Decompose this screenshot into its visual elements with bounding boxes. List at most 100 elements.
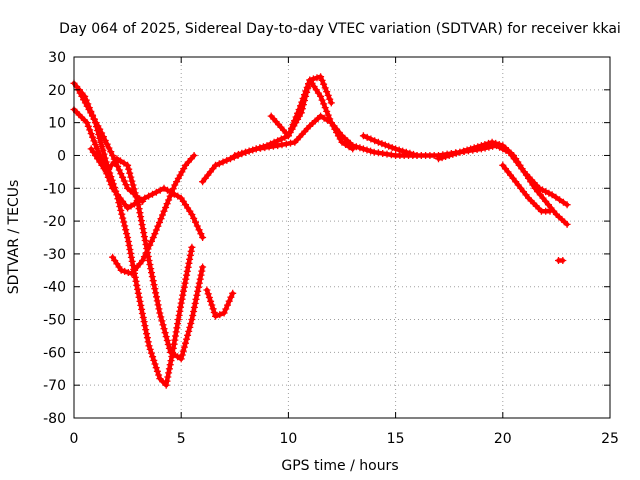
data-point bbox=[182, 339, 189, 347]
data-point bbox=[274, 142, 282, 150]
series-arc-h bbox=[231, 112, 421, 159]
data-point bbox=[223, 156, 231, 164]
data-point bbox=[91, 141, 99, 148]
data-point bbox=[318, 76, 326, 84]
x-tick-label: 0 bbox=[70, 431, 79, 447]
data-point bbox=[156, 309, 164, 317]
data-point bbox=[153, 293, 160, 301]
data-point bbox=[188, 316, 196, 323]
y-tick-label: -50 bbox=[43, 313, 66, 329]
data-point bbox=[465, 147, 472, 155]
data-point bbox=[192, 295, 200, 303]
data-point bbox=[452, 149, 460, 157]
data-point bbox=[327, 99, 335, 107]
data-point bbox=[172, 332, 179, 340]
data-point bbox=[305, 80, 313, 88]
data-point bbox=[180, 283, 188, 291]
data-point bbox=[212, 161, 219, 169]
data-point bbox=[146, 345, 154, 353]
series-line bbox=[232, 113, 420, 158]
data-point bbox=[205, 294, 213, 301]
data-point bbox=[349, 142, 357, 150]
data-point bbox=[122, 226, 130, 234]
data-point bbox=[277, 135, 285, 143]
data-point bbox=[383, 150, 391, 158]
data-point bbox=[120, 177, 128, 185]
data-point bbox=[187, 320, 195, 327]
y-tick-label: -40 bbox=[43, 280, 66, 296]
data-point bbox=[402, 148, 410, 156]
data-point bbox=[321, 84, 329, 92]
data-point bbox=[125, 242, 133, 249]
data-point bbox=[156, 375, 164, 383]
data-point bbox=[219, 158, 227, 166]
data-point bbox=[144, 338, 152, 346]
data-point bbox=[242, 148, 249, 156]
data-point bbox=[118, 210, 126, 218]
data-point bbox=[212, 312, 219, 320]
data-point bbox=[138, 305, 146, 313]
data-point bbox=[304, 84, 312, 92]
data-point bbox=[140, 253, 148, 261]
data-point bbox=[148, 237, 155, 245]
data-point bbox=[176, 307, 184, 315]
data-point bbox=[546, 207, 554, 215]
data-point bbox=[140, 233, 148, 241]
data-point bbox=[297, 109, 305, 117]
data-point bbox=[128, 257, 136, 265]
y-tick-label: -70 bbox=[43, 378, 66, 394]
data-point bbox=[303, 88, 311, 96]
y-tick-label: 10 bbox=[48, 116, 66, 132]
data-point bbox=[121, 267, 129, 275]
data-point bbox=[135, 205, 143, 213]
data-point bbox=[143, 330, 151, 338]
data-point bbox=[229, 289, 237, 297]
data-point bbox=[159, 211, 166, 219]
data-point bbox=[139, 257, 147, 264]
data-point bbox=[119, 214, 127, 222]
data-point bbox=[190, 152, 198, 159]
data-point bbox=[207, 297, 215, 305]
data-point bbox=[166, 192, 174, 200]
grid-layer bbox=[74, 57, 610, 418]
data-point bbox=[188, 211, 196, 218]
y-tick-label: 0 bbox=[57, 148, 66, 164]
data-point bbox=[359, 132, 367, 140]
data-point bbox=[120, 218, 128, 226]
data-point bbox=[317, 92, 325, 100]
data-point bbox=[152, 364, 160, 372]
data-point bbox=[174, 320, 182, 328]
data-point bbox=[148, 269, 155, 277]
data-point bbox=[121, 222, 129, 230]
data-point bbox=[190, 303, 198, 311]
data-point bbox=[157, 215, 165, 223]
data-point bbox=[198, 267, 206, 275]
data-point bbox=[449, 150, 457, 158]
data-point bbox=[145, 192, 153, 200]
data-point bbox=[84, 122, 92, 130]
series-layer bbox=[70, 73, 571, 389]
data-point bbox=[123, 230, 131, 238]
x-tick-label: 15 bbox=[387, 431, 405, 447]
data-point bbox=[199, 263, 207, 271]
data-point bbox=[124, 161, 132, 169]
plot-frame bbox=[73, 56, 611, 419]
data-point bbox=[231, 152, 239, 159]
data-point bbox=[227, 155, 234, 163]
data-point bbox=[324, 91, 332, 99]
data-point bbox=[98, 142, 106, 150]
data-point bbox=[179, 291, 187, 299]
data-point bbox=[224, 301, 231, 309]
data-point bbox=[179, 347, 187, 355]
data-point bbox=[195, 283, 202, 291]
y-axis-title: SDTVAR / TECUs bbox=[6, 180, 22, 295]
data-point bbox=[96, 125, 104, 133]
data-point bbox=[180, 287, 187, 295]
data-point bbox=[127, 253, 135, 261]
data-point bbox=[183, 335, 191, 343]
data-point bbox=[136, 209, 144, 217]
data-point bbox=[535, 184, 543, 192]
y-tick-label: 20 bbox=[48, 83, 66, 99]
data-point bbox=[86, 126, 94, 134]
